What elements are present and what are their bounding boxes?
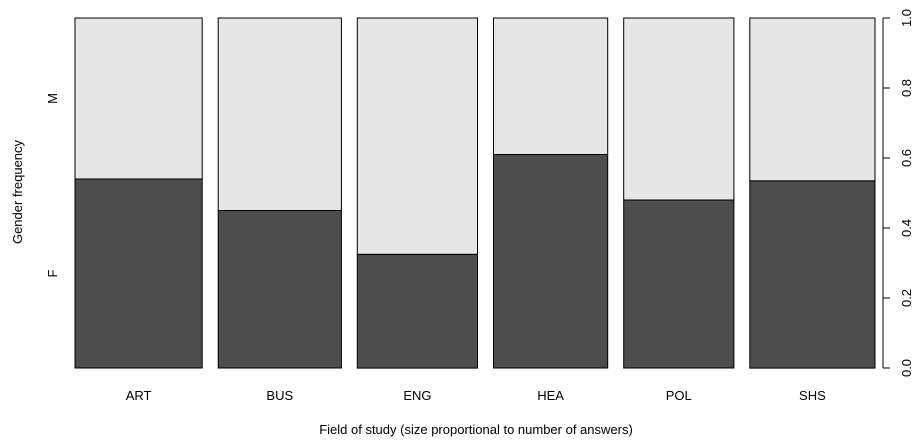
x-axis-title: Field of study (size proportional to num… xyxy=(319,422,633,437)
right-axis-tick-label: 0.4 xyxy=(899,219,914,237)
category-label-hea: HEA xyxy=(537,388,564,403)
left-axis-label-m: M xyxy=(45,93,60,104)
bar-shs-m xyxy=(749,17,876,182)
right-axis: 0.0 0.2 0.4 0.6 0.8 1.0 xyxy=(882,9,914,377)
category-label-pol: POL xyxy=(666,388,692,403)
bar-hea-m xyxy=(493,17,609,155)
bar-pol-f xyxy=(623,199,735,369)
bar-shs-f xyxy=(749,180,876,369)
bar-segments xyxy=(74,17,876,369)
bar-bus-f xyxy=(217,210,342,369)
bar-hea-f xyxy=(493,154,609,369)
bar-art-m xyxy=(74,17,203,180)
right-axis-tick-label: 0.8 xyxy=(899,79,914,97)
left-axis-label-f: F xyxy=(45,269,60,277)
category-label-shs: SHS xyxy=(799,388,826,403)
right-axis-tick-label: 0.2 xyxy=(899,289,914,307)
bar-bus-m xyxy=(217,17,342,211)
bar-eng-m xyxy=(356,17,478,255)
category-labels: ART BUS ENG HEA POL SHS xyxy=(126,388,826,403)
category-label-bus: BUS xyxy=(266,388,293,403)
right-axis-tick-label: 0.6 xyxy=(899,149,914,167)
right-axis-tick-label: 0.0 xyxy=(899,359,914,377)
left-axis-labels: FM xyxy=(45,93,60,277)
bar-pol-m xyxy=(623,17,735,201)
right-axis-tick-label: 1.0 xyxy=(899,9,914,27)
category-label-art: ART xyxy=(126,388,152,403)
y-axis-title: Gender frequency xyxy=(10,139,25,244)
bar-art-f xyxy=(74,178,203,369)
category-label-eng: ENG xyxy=(403,388,431,403)
bar-eng-f xyxy=(356,253,478,369)
